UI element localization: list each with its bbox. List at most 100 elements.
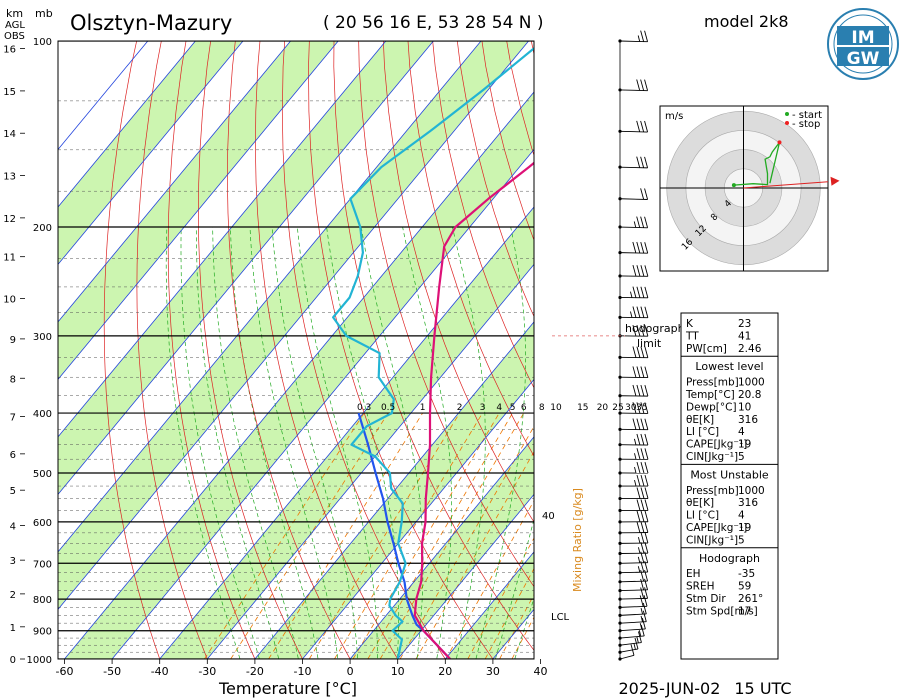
km-tick-label: 14 — [3, 129, 16, 140]
index-value: 316 — [738, 414, 758, 426]
barb-flag — [636, 433, 641, 446]
mixing-ratio-line — [268, 412, 423, 659]
pressure-tick: 400 — [33, 409, 52, 420]
temp-tick-label: 10 — [391, 665, 405, 678]
km-tick-label: 1 — [10, 623, 16, 634]
parcel-profile — [357, 412, 451, 659]
km-label: km — [6, 7, 23, 20]
mixing-ratio-label: 3 — [480, 403, 486, 413]
km-tick-label: 2 — [10, 590, 16, 601]
index-value: 261° — [738, 593, 763, 605]
barb-flag — [640, 499, 645, 511]
barb-flag — [644, 120, 649, 133]
index-value: 41 — [738, 330, 751, 342]
mixing-ratio-label: 35 — [636, 403, 647, 413]
barb-dot — [618, 588, 622, 593]
dry-adiabat — [198, 41, 303, 659]
index-value: 20.8 — [738, 389, 761, 401]
barb-shaft — [619, 252, 648, 254]
lcl-label: LCL — [551, 612, 570, 623]
barb-dot — [618, 629, 622, 633]
hodograph-stop — [777, 140, 782, 145]
barb-flag — [632, 384, 637, 397]
index-value: 23 — [738, 318, 751, 330]
pressure-tick: 300 — [33, 332, 52, 343]
barb-flag — [640, 286, 645, 298]
barb-flag — [644, 402, 649, 414]
temp-tick-label: 30 — [486, 665, 500, 678]
barb-half — [633, 643, 636, 650]
km-tick-label: 6 — [10, 450, 16, 461]
temp-tick-label: -20 — [246, 665, 264, 678]
barb-flag — [640, 624, 645, 637]
barb-flag — [640, 325, 645, 337]
barb-shaft — [619, 40, 648, 43]
barb-half — [637, 566, 641, 573]
barb-shaft — [619, 198, 648, 200]
station-coords: ( 20 56 16 E, 53 28 54 N ) — [323, 13, 544, 33]
km-tick-label: 3 — [10, 556, 16, 567]
mixing-ratio-label: 4 — [496, 403, 502, 413]
barb-flag — [644, 433, 649, 446]
barb-flag — [632, 346, 637, 358]
barb-flag — [644, 499, 649, 511]
barb-flag — [644, 542, 649, 554]
barb-flag — [640, 448, 645, 460]
hodograph-trace — [733, 142, 781, 186]
mixing-ratio-labels: 0.3 0.5 1 2 3 4 5 6 8 10 15 20 25 30 35 — [357, 403, 648, 413]
obs-label: OBS — [4, 31, 25, 42]
logo-top: IM — [851, 28, 874, 48]
km-tick-label: 4 — [10, 522, 16, 533]
barb-shaft — [619, 605, 648, 608]
dewpoint-profile — [332, 46, 534, 659]
index-label: Stm Spd[m/s] — [686, 605, 758, 617]
barb-flag — [640, 402, 645, 414]
barb-dot — [618, 613, 622, 617]
km-tick-label: 12 — [3, 214, 16, 225]
index-value: 19 — [738, 522, 751, 534]
barb-flag — [636, 499, 641, 511]
mixing-ratio-label: 20 — [597, 403, 609, 413]
barb-shaft — [619, 597, 648, 600]
mixing-ratio-label: 0.3 — [357, 403, 371, 413]
barb-flag — [636, 366, 641, 378]
barb-flag — [640, 487, 645, 499]
barb-flag — [640, 241, 645, 254]
moist-adiabat — [165, 226, 241, 659]
storm-motion-vector — [743, 181, 828, 189]
start-marker — [785, 112, 789, 116]
km-tick-label: 16 — [3, 45, 16, 56]
storm-motion-arrow — [830, 176, 840, 186]
barb-flag — [636, 216, 641, 228]
dry-adiabat — [103, 41, 161, 659]
barb-flag — [636, 402, 641, 414]
barb-flag — [644, 265, 649, 277]
mixing-ratio-label: 10 — [550, 403, 562, 413]
mixing-ratio-label: 30 — [625, 403, 637, 413]
mixing-ratio-label: 0.5 — [381, 403, 395, 413]
pressure-tick: 100 — [33, 37, 52, 48]
barb-flag — [644, 487, 649, 499]
pressure-tick: 1000 — [27, 655, 52, 666]
barb-flag — [640, 521, 645, 533]
hodograph-unit: m/s — [665, 111, 683, 122]
mixing-ratio-label: 6 — [521, 403, 527, 413]
index-label: TT — [685, 330, 699, 342]
index-label: Press[mb] — [686, 377, 739, 389]
barb-dot — [618, 551, 622, 556]
barb-half — [634, 479, 637, 487]
plot-frame — [57, 40, 535, 660]
index-label: K — [686, 318, 694, 330]
barb-flag — [636, 306, 641, 318]
barb-flag — [640, 474, 645, 487]
moist-adiabat — [360, 226, 424, 659]
barb-dot — [618, 571, 622, 575]
index-label: LI [°C] — [686, 426, 719, 438]
barb-dot — [618, 225, 622, 229]
barb-shaft — [619, 580, 648, 583]
pressure-tick: 700 — [33, 559, 52, 570]
mixing-ratio-line — [308, 412, 460, 659]
mixing-40-label: 40 — [542, 511, 555, 522]
isotherm-line — [58, 41, 434, 496]
